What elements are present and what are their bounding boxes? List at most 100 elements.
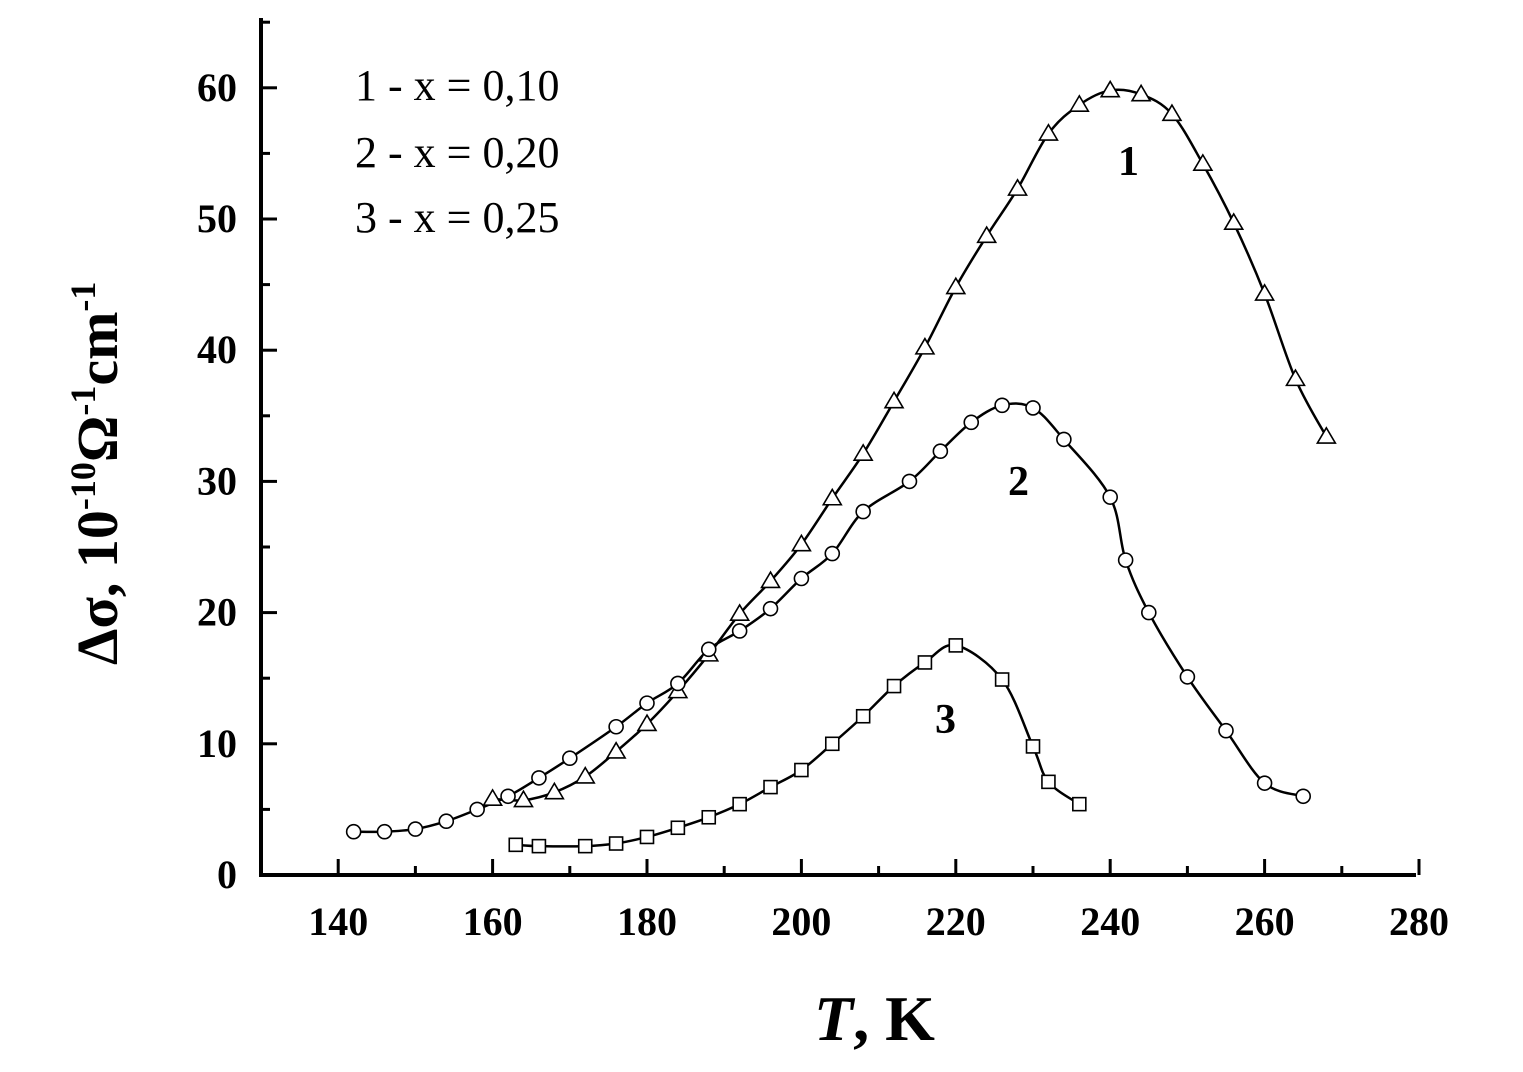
series-1-point xyxy=(1099,79,1121,98)
series-1-point xyxy=(1254,283,1275,301)
series-2-point xyxy=(438,813,455,830)
series-3-point xyxy=(886,678,902,694)
series-1-point xyxy=(729,603,751,622)
series-3-point xyxy=(855,708,871,724)
series-2-point xyxy=(500,788,516,805)
series-3-point xyxy=(917,655,933,670)
series-2-point xyxy=(731,623,748,639)
series-2-point xyxy=(700,641,717,658)
y-axis-title-exp2: -1 xyxy=(63,386,103,416)
series-1-point xyxy=(760,570,781,589)
x-axis-title-unit: , K xyxy=(853,983,935,1054)
series-3-point xyxy=(824,736,840,752)
series-1-point xyxy=(1285,368,1306,387)
x-tick-label: 200 xyxy=(771,899,831,944)
y-axis-title-exp3: -1 xyxy=(63,282,103,312)
series-2-point xyxy=(1218,722,1234,739)
series-2-point xyxy=(1256,775,1273,791)
y-tick-label: 40 xyxy=(197,327,237,372)
series-3-point xyxy=(948,638,964,653)
legend-entry-3: 3 - x = 0,25 xyxy=(355,193,559,242)
series-2-point xyxy=(345,823,362,840)
series-3-line xyxy=(515,643,1081,848)
x-tick-label: 180 xyxy=(617,899,677,944)
series-1-point xyxy=(1192,153,1214,171)
markers xyxy=(345,79,1337,854)
series-2-point xyxy=(855,503,871,520)
series-2-point xyxy=(1179,669,1196,685)
series-3-point xyxy=(608,836,624,851)
series-2-point xyxy=(793,570,810,587)
series-3-point xyxy=(794,762,809,778)
series-1-point xyxy=(1315,426,1337,444)
series-2-point xyxy=(901,473,918,490)
series-2-point xyxy=(1141,604,1157,621)
y-axis-title-base: Δσ, 10 xyxy=(65,510,130,665)
x-axis-title: T, K xyxy=(814,983,935,1054)
series-3-point xyxy=(1025,739,1041,754)
curve-label-3: 3 xyxy=(935,697,956,743)
series-3-point xyxy=(763,779,778,795)
curve-label-2: 2 xyxy=(1008,459,1029,505)
series-2-point xyxy=(762,600,779,617)
axes: 140 160 180 200 220 240 260 280 0 10 20 30 40 50 60 xyxy=(197,18,1449,944)
legend: 1 - x = 0,10 2 - x = 0,20 3 - x = 0,25 xyxy=(355,61,559,242)
series-3-point xyxy=(508,837,524,853)
x-tick-label: 240 xyxy=(1080,899,1140,944)
y-tick-label: 60 xyxy=(197,65,237,110)
series-1-point xyxy=(883,390,905,409)
y-axis-title-exp1: -10 xyxy=(63,462,103,510)
series-2-point xyxy=(561,750,578,767)
series-2-point xyxy=(1295,788,1311,805)
legend-entry-2: 2 - x = 0,20 xyxy=(355,128,559,177)
series-1-point xyxy=(482,788,503,807)
series-3-point xyxy=(639,829,655,845)
y-axis-title: Δσ, 10-10Ω-1cm-1 xyxy=(63,282,130,665)
series-3-point xyxy=(1072,796,1087,812)
series-1-point xyxy=(605,741,627,759)
y-tick-label: 0 xyxy=(217,852,237,897)
series-1-point xyxy=(543,781,565,800)
series-1-point xyxy=(976,225,998,244)
series-3-point xyxy=(1041,774,1056,790)
series-3-point xyxy=(670,820,686,836)
series-1-point xyxy=(1161,103,1183,122)
series-1-point xyxy=(1038,123,1059,141)
series-2-point xyxy=(608,718,624,735)
x-axis-title-symbol: T xyxy=(814,983,856,1054)
curve-labels: 1 2 3 xyxy=(935,139,1139,743)
series-1-point xyxy=(513,789,534,808)
series-2-point xyxy=(932,443,949,460)
legend-entry-1: 1 - x = 0,10 xyxy=(355,61,559,110)
y-tick-label: 30 xyxy=(197,458,237,503)
curve-label-1: 1 xyxy=(1118,139,1139,185)
series-1-point xyxy=(945,276,967,295)
series-1-point xyxy=(791,533,812,552)
series-2-point xyxy=(1117,552,1134,568)
x-tick-label: 160 xyxy=(463,899,523,944)
series-1-point xyxy=(1007,178,1028,196)
x-tick-label: 260 xyxy=(1235,899,1295,944)
y-axis-title-omega: Ω xyxy=(65,416,130,462)
series-2-point xyxy=(1025,400,1041,416)
series-1-point xyxy=(1223,212,1245,231)
series-1-point xyxy=(636,713,658,732)
series-3-point xyxy=(701,809,717,825)
x-tick-label: 280 xyxy=(1389,899,1449,944)
y-tick-label: 10 xyxy=(197,721,237,766)
series-2-point xyxy=(1102,489,1118,505)
y-tick-label: 50 xyxy=(197,196,237,241)
series-2-line xyxy=(353,402,1304,834)
series-1-line xyxy=(492,88,1328,802)
series-1-point xyxy=(914,336,936,355)
y-tick-label: 20 xyxy=(197,590,237,635)
series-1-point xyxy=(821,487,843,506)
x-tick-label: 140 xyxy=(308,899,368,944)
series-2-point xyxy=(1056,431,1072,448)
series-2-point xyxy=(639,695,655,711)
series-3-point xyxy=(531,838,547,854)
series-3-point xyxy=(732,796,747,812)
series-1-point xyxy=(574,766,596,784)
series-1-point xyxy=(852,443,874,461)
